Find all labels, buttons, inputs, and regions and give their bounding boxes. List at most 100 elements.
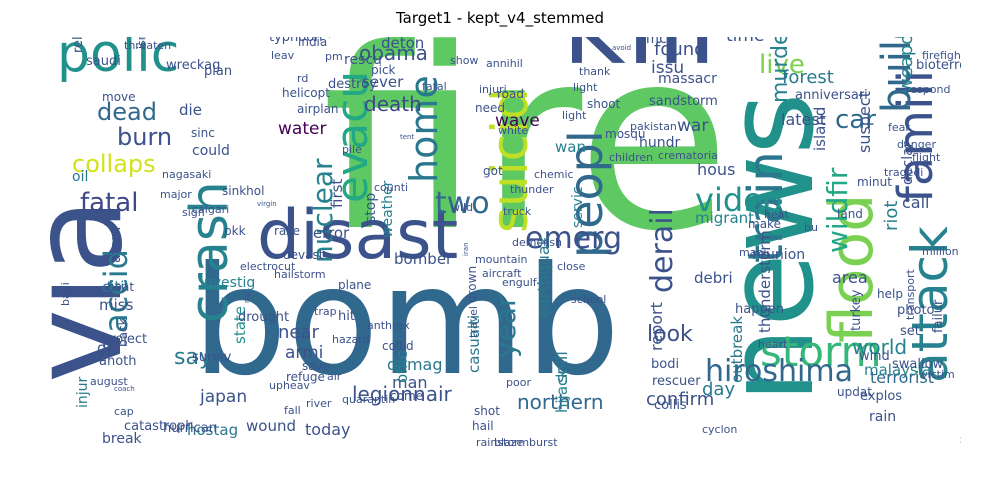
word-fire: fire — [322, 37, 731, 286]
word-accid: accid — [97, 249, 135, 333]
word-transport: transport — [904, 268, 917, 320]
word-pkk: pkk — [224, 224, 246, 238]
word-fear: fear — [888, 121, 910, 134]
word-demolish: demolish — [512, 236, 562, 249]
word-travel: travel — [467, 306, 480, 338]
word-august: august — [90, 375, 128, 388]
word-bu: bu — [804, 221, 818, 234]
word-wan: wan — [555, 138, 586, 156]
word-coach: coach — [114, 385, 135, 393]
word-burst: burst — [529, 436, 558, 449]
word-come: come — [390, 389, 423, 403]
word-rainstorm: rainstorm — [476, 436, 529, 449]
word-threaten: threaten — [124, 39, 171, 52]
word-million: million — [922, 245, 959, 258]
word-via: via — [42, 198, 150, 383]
word-derail: derail — [645, 208, 680, 293]
word-bomb: bomb — [192, 235, 620, 409]
word-burn: burn — [117, 123, 172, 151]
word-firefight: firefight — [922, 49, 961, 62]
word-road: road — [497, 87, 524, 101]
word-hostag: hostag — [187, 421, 238, 439]
word-flood: flood — [817, 194, 887, 343]
word-mosqu: mosqu — [605, 127, 646, 141]
word-tragedi: tragedi — [884, 166, 923, 179]
word-break: break — [102, 431, 143, 447]
word-armi: armi — [285, 343, 323, 363]
word-thunderstorm: thunderstorm — [756, 230, 774, 333]
word-updat: updat — [837, 385, 872, 399]
word-water: water — [278, 119, 326, 139]
word-blaze: blaze — [494, 436, 524, 449]
word-sign: sign — [182, 206, 205, 219]
word-island: island — [811, 107, 829, 151]
word-call: call — [902, 193, 930, 212]
word-catastroph: catastroph — [124, 419, 194, 434]
word-releas: releas — [71, 37, 86, 53]
word-air: air — [327, 370, 342, 383]
word-hijack: hijack — [553, 369, 571, 413]
word-drown: drown — [465, 266, 479, 303]
word-attack: attack — [901, 226, 959, 383]
word-major: major — [160, 188, 192, 201]
word-nagasaki: nagasaki — [162, 168, 211, 181]
word-thunder: thunder — [510, 183, 554, 196]
word-latest: latest — [781, 110, 826, 129]
word-obama: obama — [359, 41, 428, 65]
word-state: state — [231, 306, 249, 344]
word-rain: rain — [869, 409, 896, 425]
word-polic: polic — [57, 37, 179, 84]
word-injur: injur — [75, 376, 91, 408]
word-murder: murder — [768, 37, 793, 103]
word-servic: servic — [570, 186, 586, 228]
word-minut: minut — [857, 175, 892, 189]
word-time: time — [726, 37, 764, 46]
word-rd: rd — [297, 72, 308, 85]
word-possibl: possibl — [932, 37, 961, 38]
word-raze: raze — [274, 224, 300, 238]
word-hit: hit — [338, 309, 355, 324]
word-leav: leav — [271, 49, 295, 62]
word-california: california — [117, 37, 375, 47]
word-hail: hail — [472, 419, 494, 433]
chart-title: Target1 - kept_v4_stemmed — [395, 9, 604, 27]
word-tent: tent — [400, 133, 414, 141]
word-calgari: calgari — [192, 203, 229, 216]
word-cap: cap — [114, 405, 134, 418]
word-trap: trap — [314, 305, 337, 318]
word-earthquak: earthquak — [534, 235, 553, 318]
word-damag: damag — [387, 355, 443, 374]
word-peopl: peopl — [559, 130, 613, 258]
word-river: river — [306, 397, 332, 410]
word-malaysia: malaysia — [864, 361, 931, 379]
word-bodi: bodi — [651, 357, 679, 372]
word-rescuer: rescuer — [652, 374, 701, 389]
word-mp: mp — [243, 291, 251, 303]
word-storm: storm — [760, 327, 882, 376]
word-massacr: massacr — [658, 71, 717, 87]
word-isra: isra — [135, 37, 148, 49]
word-explos: explos — [860, 389, 902, 404]
word-collaps: collaps — [72, 150, 156, 178]
word-mani: mani — [739, 246, 766, 259]
word-anthrax: anthrax — [367, 319, 410, 332]
word-weapon: weapon — [896, 37, 917, 93]
word-turkey: turkey — [849, 289, 864, 331]
word-destroy: destroy — [328, 77, 377, 92]
word-nuclear: nuclear — [306, 158, 339, 263]
word-live: live — [759, 50, 805, 80]
word-bomber: bomber — [394, 250, 453, 268]
word-crematoria: crematoria — [658, 149, 718, 162]
word-devast: devast — [283, 248, 324, 262]
word-failur: failur — [931, 299, 946, 333]
word-forest: forest — [782, 67, 834, 88]
word-northern: northern — [517, 390, 604, 414]
word-offici: offici — [637, 37, 671, 47]
word-sinkhol: sinkhol — [222, 184, 264, 198]
word-home: home — [402, 75, 446, 183]
word-investig: investig — [200, 275, 255, 291]
word-sandstorm: sandstorm — [649, 94, 718, 109]
word-photo: photo — [897, 303, 935, 318]
word-declar: declar — [900, 141, 916, 185]
word-saudi: saudi — [86, 54, 121, 69]
